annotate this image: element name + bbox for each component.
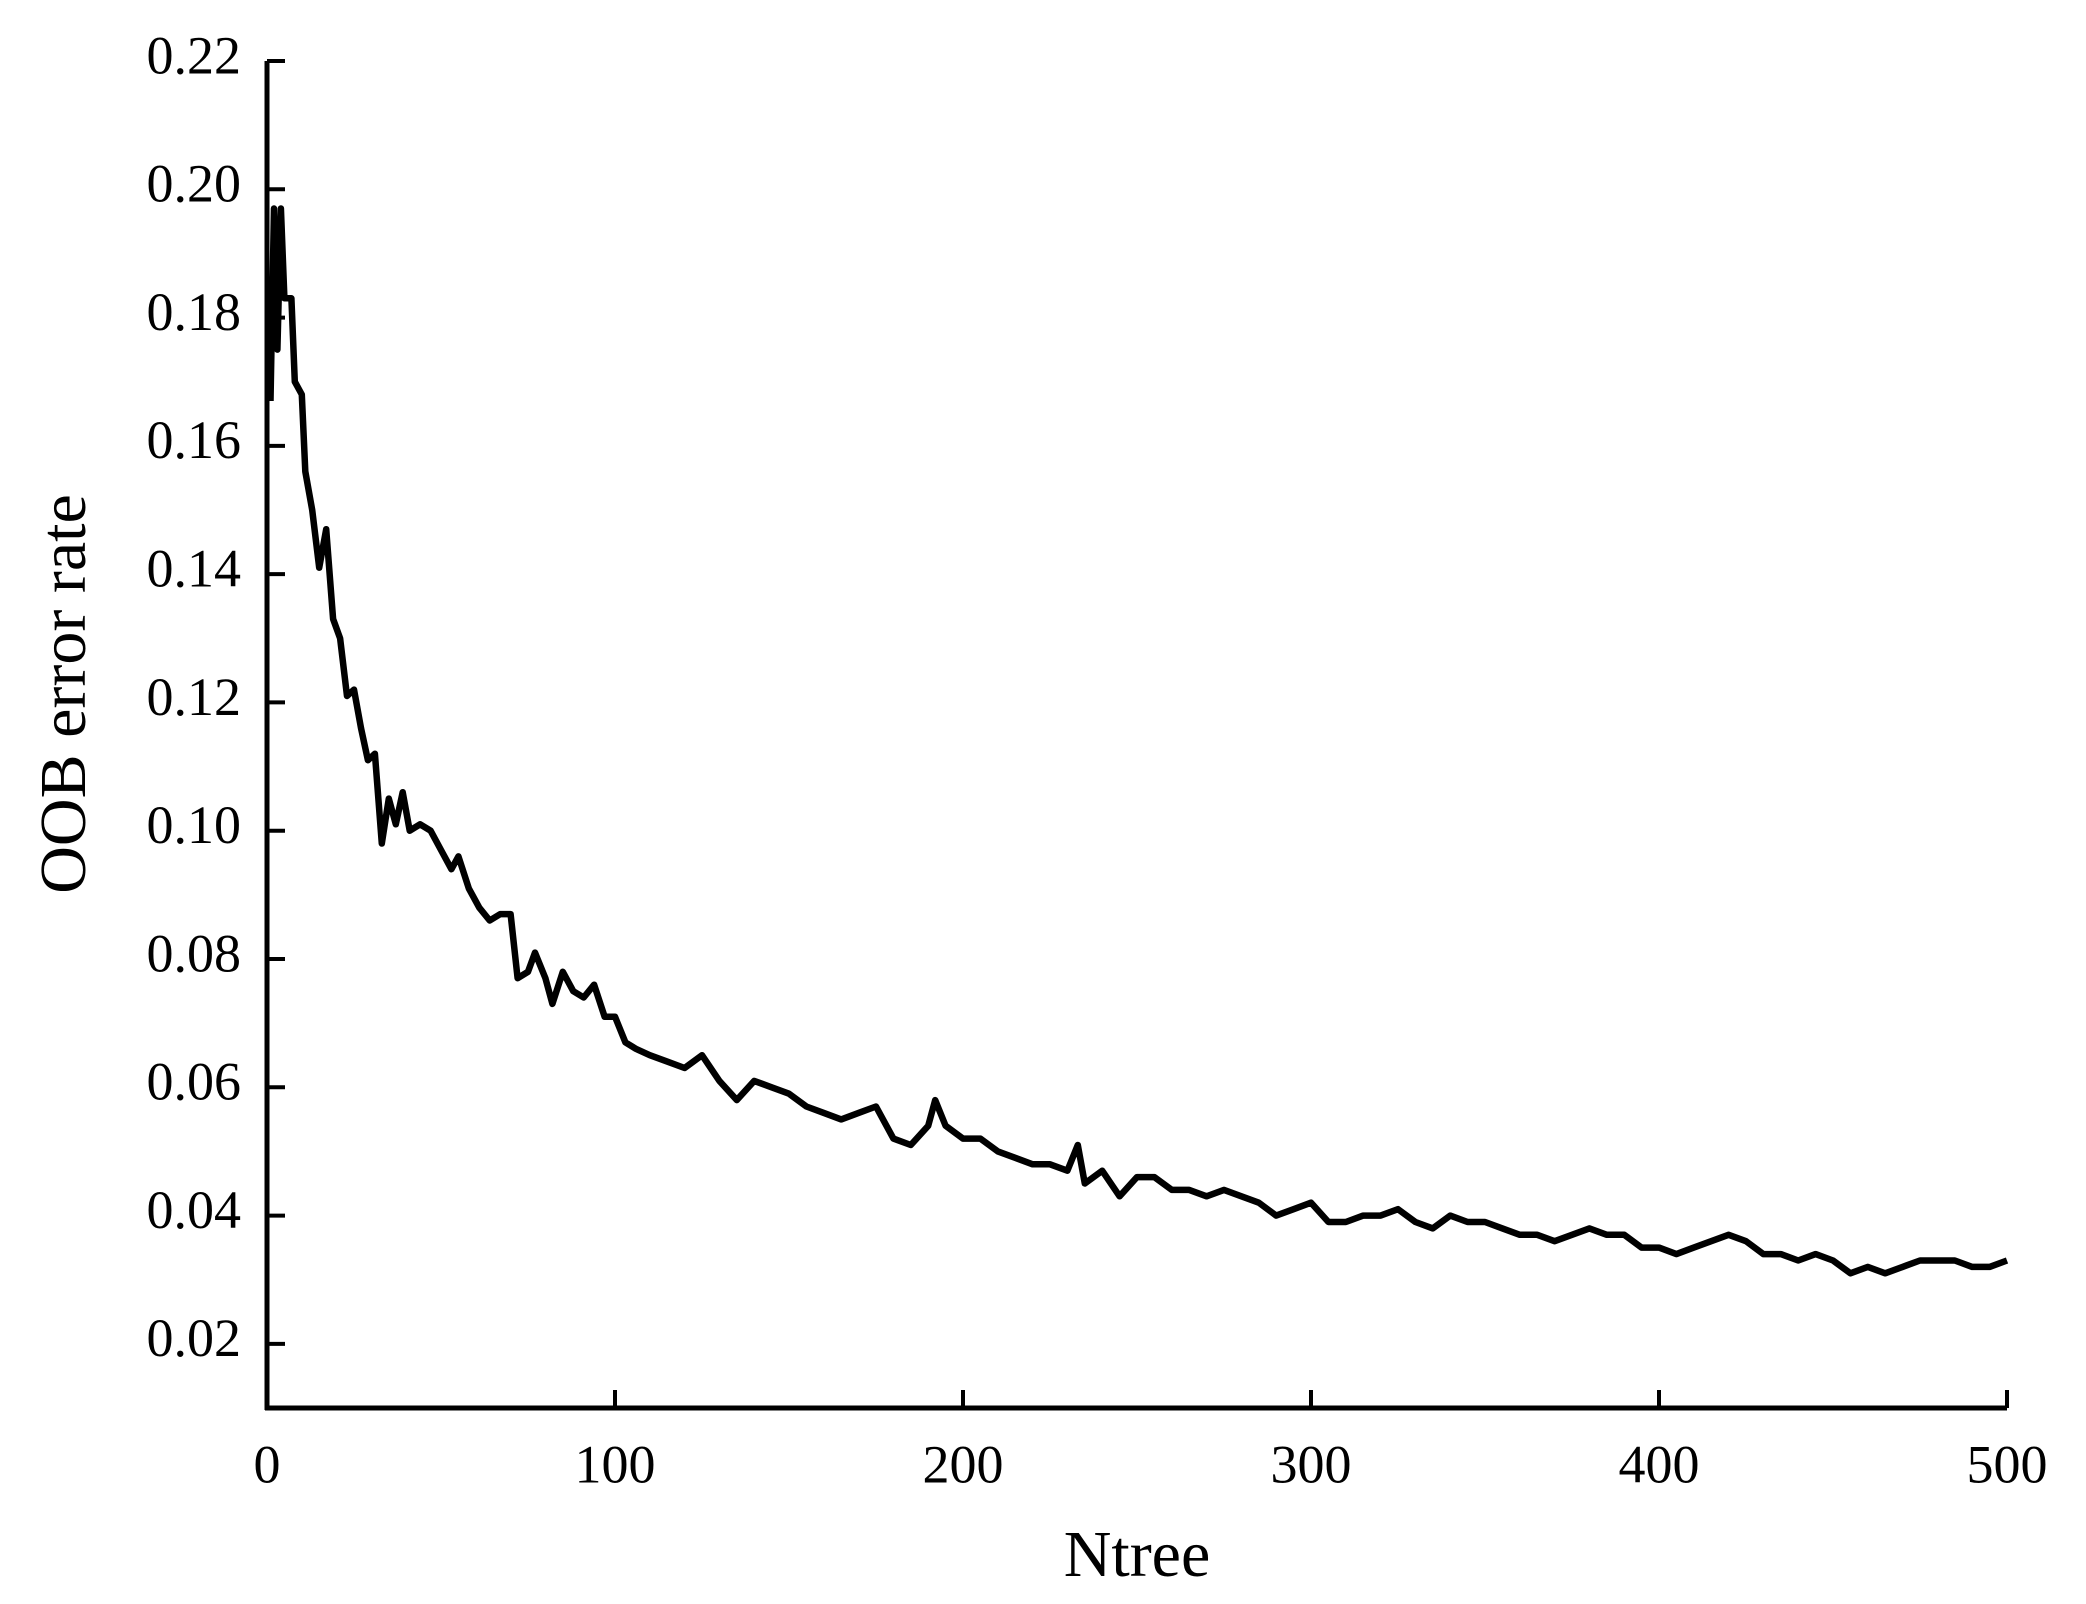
- data-line: [267, 205, 2009, 1277]
- x-tick-label: 100: [575, 1434, 656, 1494]
- x-tick-label: 300: [1271, 1434, 1352, 1494]
- y-tick-label: 0.18: [147, 282, 242, 342]
- x-tick-label: 500: [1967, 1434, 2048, 1494]
- y-tick-label: 0.04: [147, 1180, 242, 1240]
- x-axis-title: Ntree: [1064, 1518, 1211, 1591]
- y-tick-label: 0.20: [147, 154, 242, 214]
- y-tick-label: 0.22: [147, 25, 242, 85]
- x-tick-label: 200: [923, 1434, 1004, 1494]
- y-tick-label: 0.14: [147, 539, 242, 599]
- x-tick-label: 0: [254, 1434, 281, 1494]
- x-tick-label: 400: [1619, 1434, 1700, 1494]
- y-tick-label: 0.06: [147, 1052, 242, 1112]
- y-tick-label: 0.02: [147, 1308, 242, 1368]
- y-tick-label: 0.16: [147, 410, 242, 470]
- y-tick-label: 0.12: [147, 667, 242, 727]
- y-tick-label: 0.10: [147, 795, 242, 855]
- y-tick-label: 0.08: [147, 923, 242, 983]
- y-axis-title: OOB error rate: [27, 494, 100, 893]
